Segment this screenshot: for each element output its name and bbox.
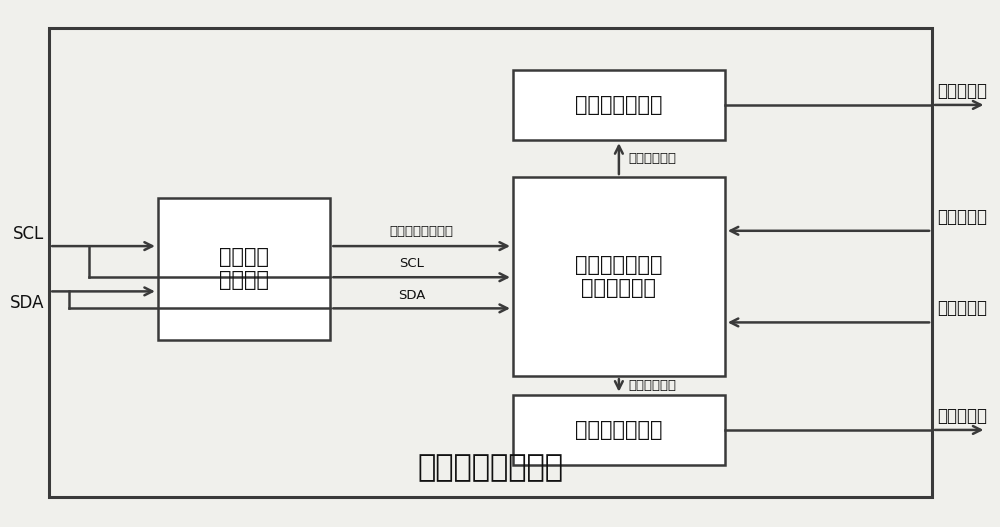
Text: 写使能信号: 写使能信号	[937, 82, 987, 100]
Text: 传送过程指示信号: 传送过程指示信号	[390, 225, 454, 238]
Bar	[49, 27, 932, 497]
Text: 从机地址及传送
方向判断模块: 从机地址及传送 方向判断模块	[575, 255, 663, 298]
Text: 写完成信号: 写完成信号	[937, 208, 987, 226]
Text: SCL: SCL	[13, 226, 44, 243]
Bar	[513, 395, 725, 465]
Text: SCL: SCL	[399, 257, 424, 270]
Bar	[513, 70, 725, 140]
Text: 写使能产生模块: 写使能产生模块	[575, 95, 663, 115]
Bar	[513, 177, 725, 376]
Text: 读使能产生模块: 读使能产生模块	[575, 420, 663, 440]
Text: 读完成信号: 读完成信号	[937, 299, 987, 317]
Bar	[158, 198, 330, 339]
Text: 传送过程
判断模块: 传送过程 判断模块	[219, 247, 269, 290]
Text: SDA: SDA	[398, 289, 425, 301]
Text: 预读使能信号: 预读使能信号	[629, 379, 677, 392]
Text: SDA: SDA	[10, 294, 44, 312]
Text: 读使能信号: 读使能信号	[937, 407, 987, 425]
Text: 读写使能控制单元: 读写使能控制单元	[418, 453, 564, 482]
Text: 预写使能信号: 预写使能信号	[629, 152, 677, 165]
